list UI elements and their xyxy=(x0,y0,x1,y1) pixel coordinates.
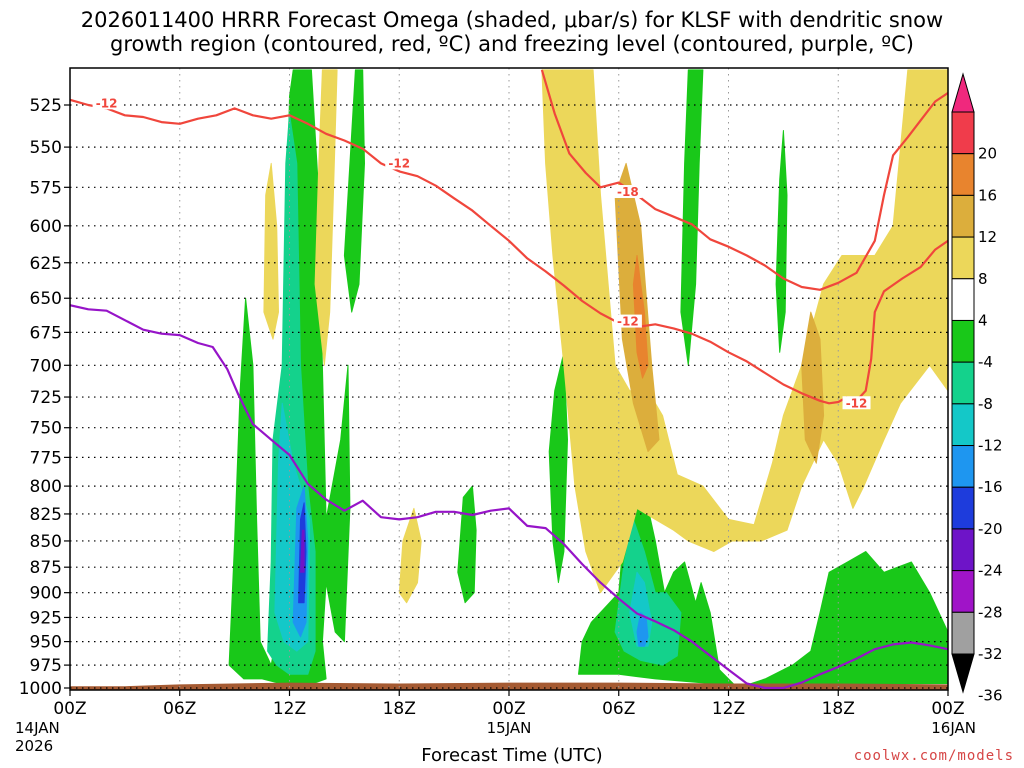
x-tick-label-18: 18Z xyxy=(383,699,416,719)
colorbar-bin xyxy=(951,528,975,572)
contour-label-bg xyxy=(613,314,642,328)
x-tick-label-12: 12Z xyxy=(273,699,306,719)
omega-region-early-ascent-purple xyxy=(300,529,305,573)
colorbar-min-arrow xyxy=(951,653,975,694)
colorbar-bin xyxy=(951,361,975,405)
colorbar-bin xyxy=(951,236,975,280)
y-tick-label-750: 750 xyxy=(30,419,62,439)
y-tick-label-725: 725 xyxy=(30,388,62,408)
contour-dendritic--12 xyxy=(70,98,848,405)
omega-region-descent-orange-band-b xyxy=(801,311,825,464)
y-axis: 525 550 575 600 625 650 675 700 725 750 775 800 825 8… xyxy=(19,96,70,699)
colorbar-label: -4 xyxy=(978,353,993,371)
contour-label-bg xyxy=(385,156,414,170)
x-tick-label-0: 00Z xyxy=(53,699,86,719)
y-tick-label-600: 600 xyxy=(30,217,62,237)
x-tick-label-42: 18Z xyxy=(822,699,855,719)
colorbar-bin xyxy=(951,611,975,655)
colorbar-bin xyxy=(951,445,975,488)
x-date-label-24: 15JAN xyxy=(487,719,532,737)
omega-region-descent-yellow-left xyxy=(263,162,279,340)
colorbar-label: -16 xyxy=(978,478,1003,496)
colorbar-bin xyxy=(951,194,975,238)
y-tick-label-700: 700 xyxy=(30,356,62,376)
omega-shading xyxy=(228,69,948,689)
contour-dendritic-dgz-lower-right xyxy=(855,239,948,402)
y-tick-label-675: 675 xyxy=(30,323,62,343)
y-tick-label-575: 575 xyxy=(30,178,62,198)
colorbar-bin xyxy=(951,486,975,530)
y-tick-label-800: 800 xyxy=(30,477,62,497)
colorbar-bin xyxy=(951,570,975,613)
y-tick-label-625: 625 xyxy=(30,254,62,274)
contour-label-bg xyxy=(613,185,642,199)
colorbar-label: -20 xyxy=(978,520,1003,538)
colorbar-label: 4 xyxy=(978,311,988,329)
omega-region-second-ascent-blue xyxy=(636,612,649,647)
x-tick-label-6: 06Z xyxy=(163,699,196,719)
colorbar-label: -28 xyxy=(978,603,1003,621)
x-tick-label-48: 00Z xyxy=(931,699,964,719)
contour-freezing-level-0 xyxy=(70,304,948,690)
colorbar-label: -24 xyxy=(978,562,1003,580)
x-axis-title: Forecast Time (UTC) xyxy=(421,745,603,766)
y-tick-label-975: 975 xyxy=(30,656,62,676)
x-date-label-0: 14JAN xyxy=(15,719,60,737)
contours: -12 -12 -12 -12 -18 xyxy=(70,69,948,690)
colorbar-label: -32 xyxy=(978,645,1003,663)
x-tick-label-36: 12Z xyxy=(712,699,745,719)
contour-dendritic-dgz-upper xyxy=(540,69,948,291)
omega-region-upper-green-streak-c xyxy=(775,130,788,353)
y-tick-label-825: 825 xyxy=(30,505,62,525)
contour-label: -12 xyxy=(617,315,639,329)
chart-title: 2026011400 HRRR Forecast Omega (shaded, … xyxy=(80,8,944,56)
contour-label: -12 xyxy=(846,396,868,410)
y-tick-label-950: 950 xyxy=(30,633,62,653)
contour-label: -12 xyxy=(388,156,410,170)
colorbar-label: 12 xyxy=(978,228,997,246)
colorbar-label: 16 xyxy=(978,186,997,204)
colorbar-max-arrow xyxy=(951,72,975,113)
omega-region-mid-green-streak-b xyxy=(548,351,568,584)
y-tick-label-850: 850 xyxy=(30,532,62,552)
colorbar-label: -8 xyxy=(978,395,993,413)
colorbar-label: -36 xyxy=(978,687,1003,705)
contour-label: -18 xyxy=(617,185,639,199)
x-tick-label-30: 06Z xyxy=(602,699,635,719)
y-tick-label-1000: 1000 xyxy=(19,679,62,699)
y-tick-label-900: 900 xyxy=(30,584,62,604)
omega-region-descent-yellow-right xyxy=(541,69,948,594)
x-tick-label-24: 00Z xyxy=(492,699,525,719)
colorbar-bin xyxy=(951,403,975,447)
colorbar-label: 8 xyxy=(978,270,988,288)
y-tick-label-525: 525 xyxy=(30,96,62,116)
contour-label-bg xyxy=(92,96,121,110)
colorbar-bin xyxy=(951,153,975,196)
omega-region-descent-yellow-mid xyxy=(398,507,422,604)
x-date-label-48: 16JAN xyxy=(931,719,976,737)
contour-label: -12 xyxy=(96,96,118,110)
omega-region-upper-green-streak-a xyxy=(343,69,365,313)
credit-link[interactable]: coolwx.com/models xyxy=(853,748,1014,764)
x-year-label: 2026 xyxy=(15,737,53,755)
colorbar: 20 16 12 8 4 -4 -8 -12 -16 -20 -24 -28 -32 -36 xyxy=(951,72,1003,705)
colorbar-bin xyxy=(951,278,975,321)
contour-label-bg xyxy=(842,396,871,410)
y-tick-label-925: 925 xyxy=(30,608,62,628)
grid xyxy=(70,68,948,690)
colorbar-bin xyxy=(951,111,975,155)
omega-region-descent-yellow-narrow xyxy=(314,69,338,366)
y-tick-label-550: 550 xyxy=(30,138,62,158)
colorbar-label: -12 xyxy=(978,437,1003,455)
y-tick-label-775: 775 xyxy=(30,448,62,468)
colorbar-label: 20 xyxy=(978,145,997,163)
y-tick-label-875: 875 xyxy=(30,558,62,578)
omega-region-upper-green-streak-b xyxy=(680,69,704,366)
colorbar-bin xyxy=(951,319,975,363)
y-tick-label-650: 650 xyxy=(30,289,62,309)
